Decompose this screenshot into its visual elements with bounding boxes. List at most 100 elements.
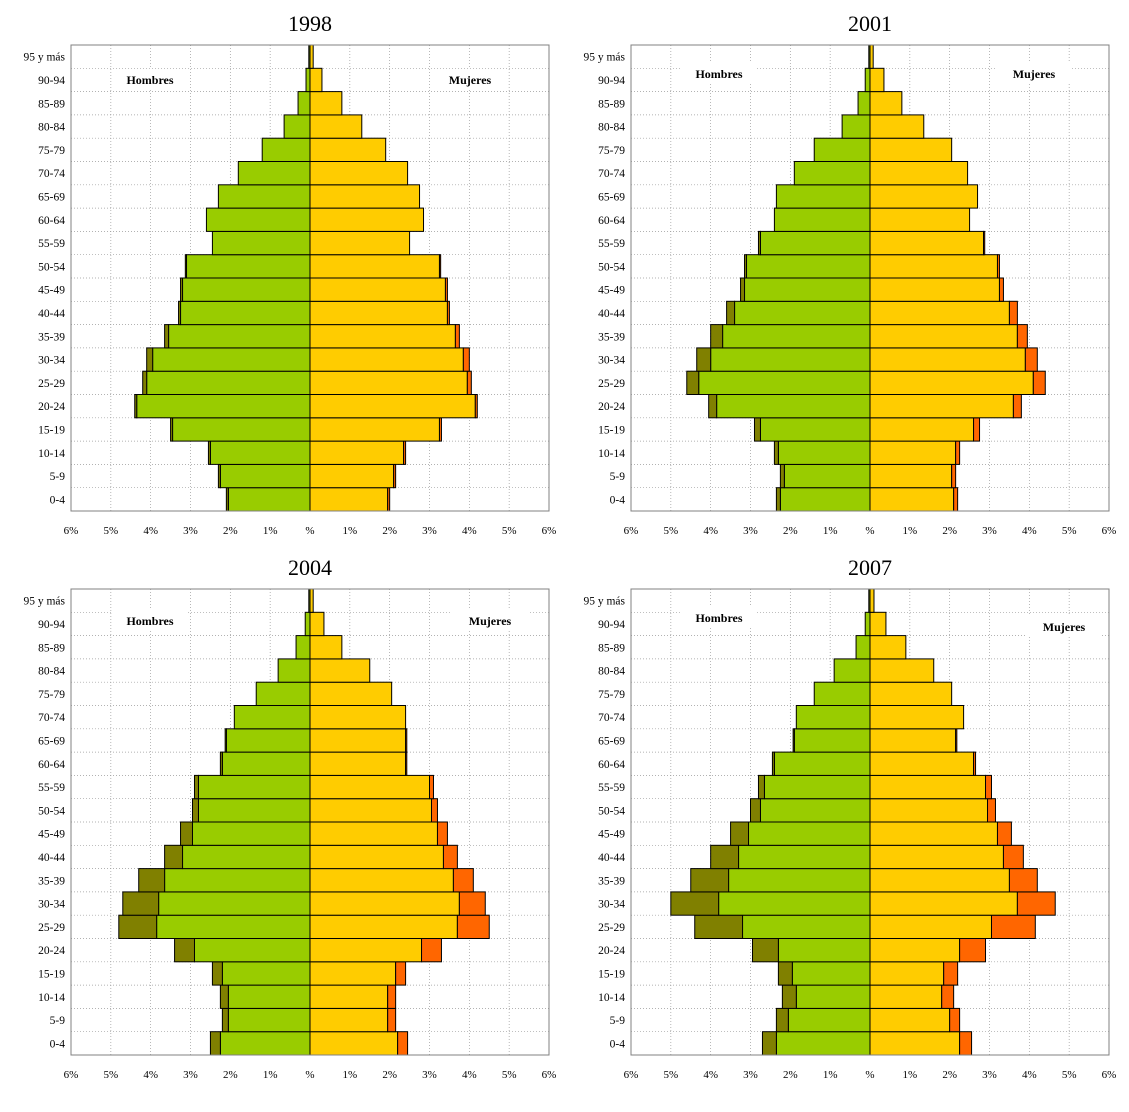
bar-female-65-69 [309,184,421,209]
label-mujeres: Mujeres [449,73,492,87]
y-tick-label-10-14: 10-14 [38,448,65,460]
y-tick-label-15-19: 15-19 [38,968,65,980]
bar-female-extra-35-39 [1008,868,1038,893]
bar-female-85-89 [309,635,343,660]
bar-male-30-34 [158,891,311,916]
bar-female-extra-0-4 [387,487,391,512]
bar-male-extra-0-4 [775,487,781,512]
y-tick-label-20-24: 20-24 [598,401,625,413]
bar-female-80-84 [869,114,925,139]
bar-female-70-74 [309,705,407,730]
bar-female-10-14 [309,440,405,465]
y-tick-label-70-74: 70-74 [38,712,65,724]
y-tick-label-95-y-m-s: 95 y más [583,596,625,608]
x-tick-label: 6% [624,1069,639,1081]
bar-female-55-59 [309,774,430,800]
x-tick-label: 1% [902,1069,917,1081]
bar-female-extra-30-34 [1016,891,1056,916]
bar-female-extra-50-54 [996,254,1000,279]
bar-female-extra-20-24 [474,394,478,419]
y-tick-label-20-24: 20-24 [38,401,65,413]
x-tick-label: 4% [703,1069,718,1081]
bar-female-85-89 [309,91,343,116]
x-tick-label: 6% [542,1069,557,1081]
bar-female-extra-45-49 [996,821,1012,846]
bar-male-25-29 [146,370,311,396]
y-tick-label-40-44: 40-44 [38,852,65,864]
bar-male-extra-40-44 [164,844,184,870]
bar-female-extra-50-54 [438,254,442,279]
bar-female-90-94 [309,611,325,637]
bar-male-extra-40-44 [710,844,740,870]
label-hombres-box [681,607,757,627]
x-tick-label: % [865,525,874,537]
bar-female-25-29 [869,914,992,940]
x-tick-label: 5% [502,525,517,537]
y-tick-label-70-74: 70-74 [38,168,65,180]
bar-female-20-24 [309,394,476,419]
y-tick-label-80-84: 80-84 [598,666,625,678]
bar-female-extra-10-14 [403,440,407,465]
y-tick-label-80-84: 80-84 [38,122,65,134]
bar-female-25-29 [869,370,1034,396]
bar-male-45-49 [191,821,311,846]
bar-female-60-64 [309,751,407,776]
bar-female-15-19 [309,417,440,442]
bar-female-extra-0-4 [397,1031,409,1056]
x-tick-label: 4% [1022,525,1037,537]
bar-female-extra-0-4 [959,1031,973,1056]
bar-male-extra-15-19 [753,417,761,442]
bar-male-65-69 [775,184,871,209]
bar-male-40-44 [180,300,311,326]
x-tick-label: 4% [143,1069,158,1081]
y-tick-label-95-y-m-s: 95 y más [583,52,625,64]
bar-male-80-84 [283,114,311,139]
x-tick-label: 3% [422,525,437,537]
bar-male-15-19 [759,417,871,442]
x-tick-label: 3% [982,1069,997,1081]
bar-female-extra-5-9 [951,463,957,489]
bar-female-30-34 [309,347,464,372]
x-tick-label: 4% [1022,1069,1037,1081]
bar-female-75-79 [869,137,953,162]
bar-male-45-49 [748,821,871,846]
x-tick-label: 4% [462,1069,477,1081]
bar-female-55-59 [869,230,985,256]
bar-female-extra-15-19 [943,961,959,986]
bar-male-extra-20-24 [174,938,195,963]
y-tick-label-65-69: 65-69 [598,735,625,747]
bar-male-85-89 [297,91,311,116]
bar-male-extra-0-4 [209,1031,221,1056]
bar-male-extra-15-19 [211,961,223,986]
bar-female-extra-50-54 [987,798,996,823]
bar-female-extra-40-44 [446,300,450,326]
bar-male-35-39 [728,868,871,893]
y-tick-label-40-44: 40-44 [38,308,65,320]
bar-male-80-84 [833,658,871,683]
bar-male-60-64 [205,207,311,232]
y-tick-label-0-4: 0-4 [50,494,66,506]
y-tick-label-30-34: 30-34 [598,899,625,911]
bar-female-0-4 [869,487,955,512]
bar-male-extra-50-54 [744,254,748,279]
bar-male-extra-35-39 [164,324,170,349]
bar-female-0-4 [309,1031,399,1056]
bar-male-extra-55-59 [193,774,199,800]
bar-female-50-54 [309,798,432,823]
bar-female-85-89 [869,635,907,660]
bar-male-extra-40-44 [178,300,182,326]
bar-male-extra-10-14 [219,984,229,1009]
y-tick-label-55-59: 55-59 [38,782,65,794]
bar-female-10-14 [869,984,943,1009]
bar-male-90-94 [864,67,871,93]
bar-male-40-44 [734,300,871,326]
bar-male-20-24 [716,394,871,419]
bar-female-65-69 [869,184,979,209]
bar-male-15-19 [221,961,311,986]
y-tick-label-45-49: 45-49 [38,285,65,297]
y-tick-label-30-34: 30-34 [598,355,625,367]
bar-female-extra-25-29 [1032,370,1046,396]
bar-female-75-79 [309,137,387,162]
label-mujeres-box [1026,616,1102,636]
y-tick-label-5-9: 5-9 [610,1015,626,1027]
